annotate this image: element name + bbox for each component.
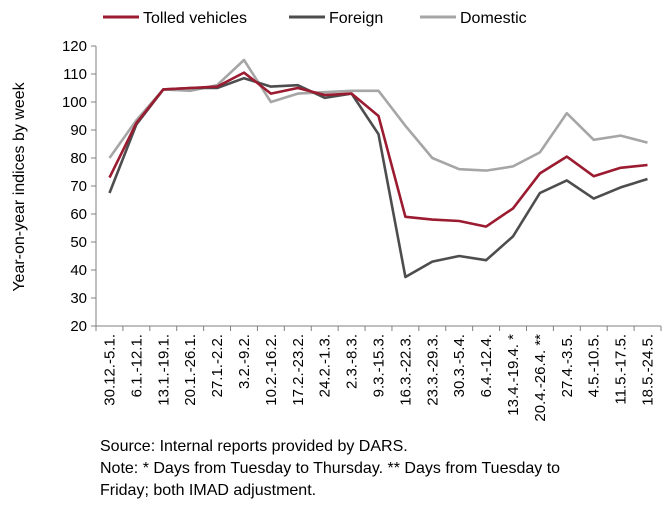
x-tick-label: 11.5.-17.5.	[613, 334, 630, 405]
x-tick-label: 16.3.-22.3.	[397, 334, 414, 406]
x-tick-label: 9.3.-15.3.	[371, 334, 388, 397]
x-tick-label: 27.1.-2.2.	[209, 334, 226, 397]
x-tick-label: 10.2.-16.2.	[263, 334, 280, 406]
x-tick-label: 3.2.-9.2.	[236, 334, 253, 389]
x-tick-label: 6.1.-12.1.	[128, 334, 145, 397]
y-tick-label: 80	[70, 150, 87, 167]
y-tick-label: 70	[70, 178, 87, 195]
y-tick-label: 100	[62, 94, 87, 111]
series-lines	[108, 58, 648, 279]
y-tick-label: 60	[70, 206, 87, 223]
x-tick-label: 6.4.-12.4.	[478, 334, 495, 397]
x-tick-label: 13.1.-19.1.	[155, 334, 172, 406]
y-tick-label: 40	[70, 262, 87, 279]
x-tick-label: 27.4.-3.5.	[559, 334, 576, 397]
x-tick-label: 23.3.-29.3.	[424, 334, 441, 406]
x-tick-label: 30.12.-5.1.	[101, 334, 118, 406]
legend-item-tolled-vehicles: Tolled vehicles	[103, 10, 247, 27]
series-line-foreign	[108, 76, 648, 279]
y-tick-label: 30	[70, 290, 87, 307]
legend: Tolled vehicles Foreign Domestic	[103, 10, 527, 27]
y-axis-label: Year-on-year indices by week	[11, 81, 28, 291]
x-tick-label: 2.3.-8.3.	[344, 334, 361, 389]
y-tick-label: 120	[62, 38, 87, 55]
x-tick-label: 30.3.-5.4.	[451, 334, 468, 397]
x-tick-label: 4.5.-10.5.	[586, 334, 603, 397]
legend-item-foreign: Foreign	[289, 10, 383, 27]
series-line-tolled-vehicles	[108, 71, 648, 228]
y-tick-label: 50	[70, 234, 87, 251]
x-axis: 30.12.-5.1. 6.1.-12.1. 13.1.-19.1. 20.1.-26…	[95, 325, 662, 422]
x-tick-label: 20.4.-26.4. **	[532, 334, 549, 422]
y-tick-label: 110	[63, 66, 87, 83]
x-tick-label: 17.2.-23.2.	[290, 334, 307, 406]
x-tick-label: 13.4.-19.4. *	[505, 334, 522, 416]
source-text: Source: Internal reports provided by DAR…	[100, 438, 408, 455]
source-notes: Source: Internal reports provided by DAR…	[100, 436, 660, 502]
x-tick-label: 24.2.-1.3.	[317, 334, 334, 397]
legend-label: Foreign	[329, 10, 383, 27]
y-axis: 20 30 40 50 60 70 80 90 100 110 120	[62, 38, 97, 335]
y-tick-label: 20	[70, 318, 87, 335]
y-tick-label: 90	[70, 122, 87, 139]
line-chart: Tolled vehicles Foreign Domestic Year-on-y…	[11, 10, 662, 422]
legend-label: Tolled vehicles	[143, 10, 247, 27]
x-tick-label: 20.1.-26.1.	[182, 334, 199, 406]
legend-item-domestic: Domestic	[420, 10, 527, 27]
note-line-1: Note: * Days from Tuesday to Thursday. *…	[100, 460, 561, 477]
legend-label: Domestic	[460, 10, 527, 27]
x-tick-label: 18.5.-24.5.	[640, 334, 657, 406]
note-line-2: Friday; both IMAD adjustment.	[100, 482, 317, 499]
